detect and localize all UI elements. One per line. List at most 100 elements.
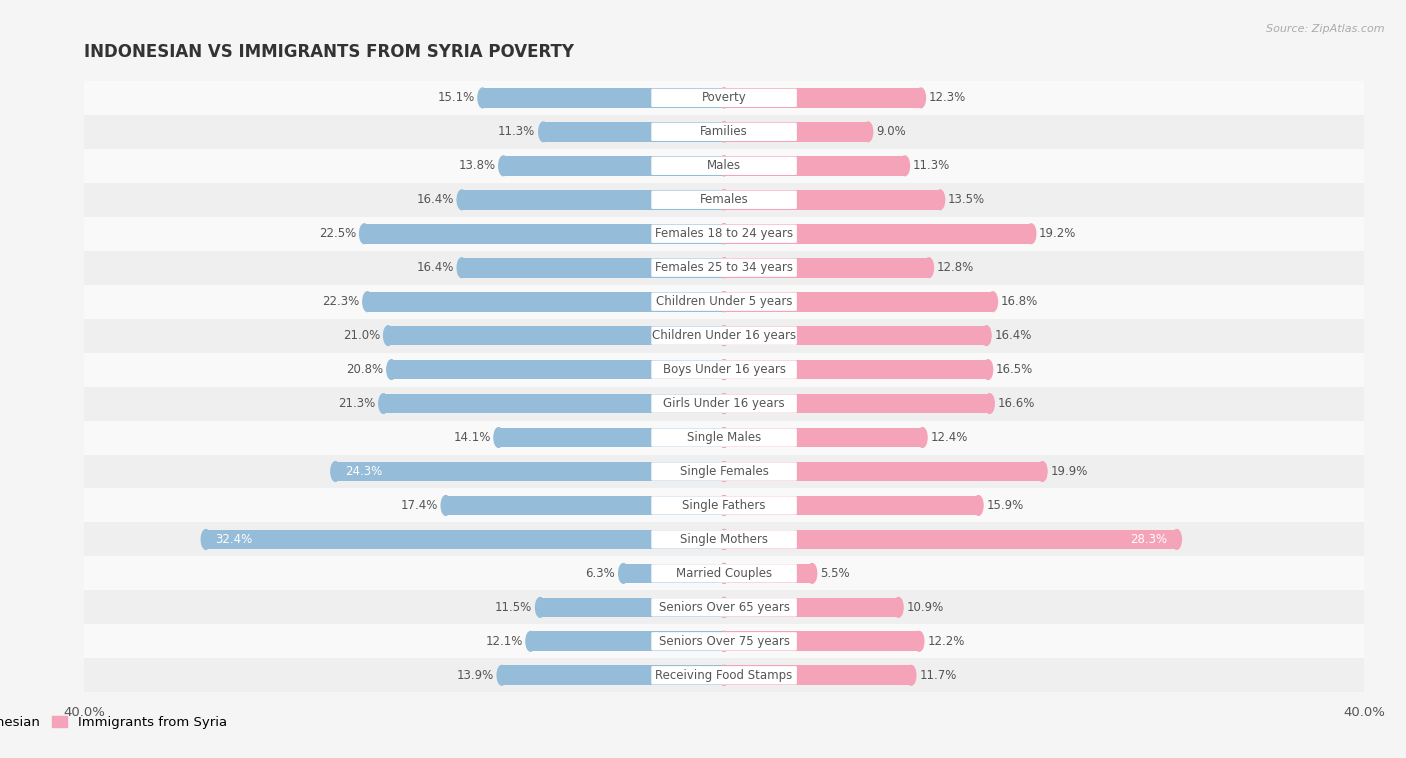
Text: 12.4%: 12.4% (931, 431, 967, 444)
Text: Source: ZipAtlas.com: Source: ZipAtlas.com (1267, 24, 1385, 34)
Text: Single Females: Single Females (679, 465, 769, 478)
Text: INDONESIAN VS IMMIGRANTS FROM SYRIA POVERTY: INDONESIAN VS IMMIGRANTS FROM SYRIA POVE… (84, 42, 575, 61)
Text: 13.9%: 13.9% (457, 669, 494, 681)
Bar (84, 352, 1364, 387)
Bar (724, 88, 921, 108)
Circle shape (720, 122, 728, 142)
Circle shape (378, 393, 388, 413)
Bar (84, 590, 1364, 625)
Bar (461, 258, 724, 277)
Text: 12.1%: 12.1% (485, 634, 523, 648)
Bar (384, 393, 724, 413)
Bar (84, 115, 1364, 149)
Bar (724, 360, 988, 380)
Text: 16.8%: 16.8% (1001, 295, 1038, 309)
Circle shape (387, 360, 396, 380)
FancyBboxPatch shape (651, 89, 797, 107)
Text: Seniors Over 75 years: Seniors Over 75 years (658, 634, 790, 648)
Text: Seniors Over 65 years: Seniors Over 65 years (658, 601, 790, 614)
Circle shape (935, 190, 945, 210)
Circle shape (720, 258, 728, 277)
Bar (724, 224, 1031, 243)
Bar (724, 258, 929, 277)
Circle shape (1173, 530, 1181, 550)
Circle shape (360, 224, 368, 243)
Circle shape (498, 666, 506, 685)
Circle shape (720, 88, 728, 108)
Circle shape (720, 563, 728, 583)
Circle shape (720, 292, 728, 312)
Bar (724, 393, 990, 413)
Bar (336, 462, 724, 481)
FancyBboxPatch shape (651, 632, 797, 650)
Bar (724, 666, 911, 685)
Bar (499, 428, 724, 447)
Bar (724, 631, 920, 651)
Circle shape (720, 326, 728, 346)
Bar (724, 428, 922, 447)
Circle shape (720, 393, 728, 413)
Circle shape (441, 496, 450, 515)
Circle shape (478, 88, 488, 108)
Circle shape (894, 597, 903, 617)
Text: Females 25 to 34 years: Females 25 to 34 years (655, 262, 793, 274)
Circle shape (924, 258, 934, 277)
Text: Males: Males (707, 159, 741, 172)
Bar (84, 522, 1364, 556)
FancyBboxPatch shape (651, 428, 797, 446)
Bar (84, 81, 1364, 115)
Text: 22.3%: 22.3% (322, 295, 360, 309)
Bar (724, 190, 941, 210)
Circle shape (917, 88, 925, 108)
Text: 16.4%: 16.4% (416, 262, 454, 274)
Circle shape (720, 190, 728, 210)
Text: Females: Females (700, 193, 748, 206)
Circle shape (538, 122, 548, 142)
Circle shape (720, 393, 728, 413)
Bar (84, 318, 1364, 352)
FancyBboxPatch shape (651, 360, 797, 379)
Text: 16.6%: 16.6% (998, 397, 1035, 410)
Bar (84, 455, 1364, 488)
Text: 11.7%: 11.7% (920, 669, 956, 681)
Legend: Indonesian, Immigrants from Syria: Indonesian, Immigrants from Syria (0, 711, 232, 735)
Text: Poverty: Poverty (702, 92, 747, 105)
Bar (543, 122, 724, 142)
Circle shape (457, 258, 467, 277)
Text: 28.3%: 28.3% (1130, 533, 1167, 546)
Circle shape (907, 666, 915, 685)
FancyBboxPatch shape (651, 123, 797, 141)
Text: 5.5%: 5.5% (820, 567, 849, 580)
Bar (84, 285, 1364, 318)
Text: 17.4%: 17.4% (401, 499, 437, 512)
Circle shape (900, 156, 910, 176)
Circle shape (720, 292, 728, 312)
Text: 12.2%: 12.2% (927, 634, 965, 648)
Bar (540, 597, 724, 617)
Circle shape (720, 428, 728, 447)
Circle shape (1038, 462, 1047, 481)
Circle shape (974, 496, 983, 515)
FancyBboxPatch shape (651, 293, 797, 311)
Circle shape (983, 360, 993, 380)
Circle shape (720, 496, 728, 515)
Bar (84, 251, 1364, 285)
FancyBboxPatch shape (651, 394, 797, 413)
Circle shape (363, 292, 373, 312)
Circle shape (720, 666, 728, 685)
Text: Receiving Food Stamps: Receiving Food Stamps (655, 669, 793, 681)
Circle shape (720, 156, 728, 176)
Text: Single Males: Single Males (688, 431, 761, 444)
Circle shape (720, 258, 728, 277)
Bar (84, 658, 1364, 692)
Text: 21.3%: 21.3% (339, 397, 375, 410)
Circle shape (201, 530, 211, 550)
Circle shape (720, 224, 728, 243)
Text: 16.4%: 16.4% (994, 329, 1032, 342)
Bar (205, 530, 724, 550)
Circle shape (720, 122, 728, 142)
Bar (724, 496, 979, 515)
FancyBboxPatch shape (651, 190, 797, 209)
Text: Girls Under 16 years: Girls Under 16 years (664, 397, 785, 410)
Bar (623, 563, 724, 583)
